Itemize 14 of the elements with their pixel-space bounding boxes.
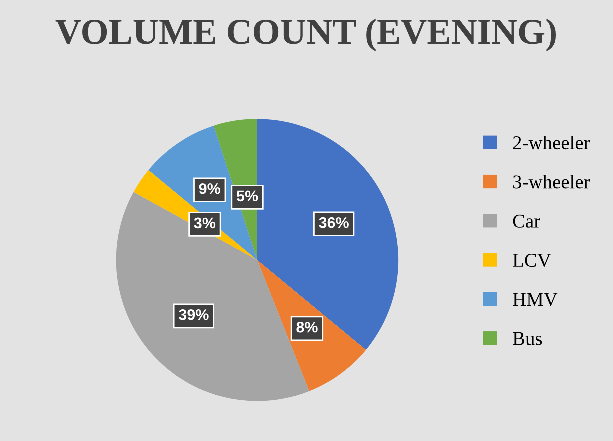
chart-title: VOLUME COUNT (EVENING) [56, 18, 556, 52]
legend-label: LCV [513, 254, 552, 268]
pie-slice [257, 119, 399, 350]
data-label: 36% [319, 217, 349, 228]
data-label: 9% [199, 183, 221, 194]
legend-label: Car [513, 214, 540, 228]
data-label: 5% [236, 190, 258, 202]
data-label: 39% [179, 309, 209, 320]
data-label: 3% [194, 218, 216, 229]
legend-label: 3-wheeler [513, 175, 590, 189]
data-label: 8% [296, 322, 318, 333]
legend-label: Bus [513, 332, 542, 346]
legend-label: 2-wheeler [513, 136, 590, 150]
legend-label: HMV [513, 293, 558, 306]
